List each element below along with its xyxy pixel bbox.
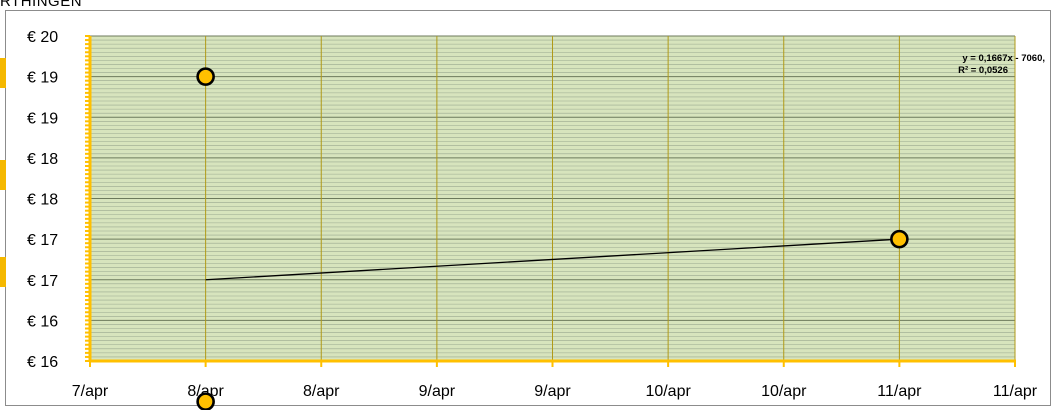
side-tab-marker	[0, 257, 6, 287]
x-tick-label: 8/apr	[187, 383, 224, 400]
x-tick-label: 7/apr	[72, 383, 109, 400]
x-tick-label: 11/apr	[877, 383, 922, 400]
y-tick-label: € 17	[27, 232, 58, 249]
data-point	[196, 67, 215, 86]
side-tab-marker	[0, 58, 6, 88]
y-tick-label: € 18	[27, 151, 58, 168]
data-point	[890, 229, 909, 249]
x-tick-label: 9/apr	[419, 383, 456, 400]
chart-title-partial: RTHINGEN	[0, 0, 83, 10]
trendline-r-squared: R² = 0,0526	[958, 65, 1008, 76]
side-tab-marker	[0, 160, 6, 190]
x-tick-label: 9/apr	[534, 383, 571, 400]
y-tick-label: € 17	[27, 273, 58, 290]
trendline-equation: y = 0,1667x - 7060, R² = 0,0526	[958, 53, 1045, 76]
axes	[85, 35, 1016, 367]
chart-frame	[5, 10, 1051, 406]
y-tick-label: € 20	[27, 29, 58, 46]
trendline	[205, 238, 900, 281]
y-tick-label: € 16	[27, 354, 58, 371]
x-tick-label: 11/apr	[993, 383, 1038, 400]
data-point	[196, 392, 215, 410]
x-tick-label: 10/apr	[645, 383, 691, 400]
y-tick-label: € 19	[27, 70, 58, 87]
x-tick-labels: 7/apr 8/apr 8/apr 9/apr 9/apr 10/apr 10/apr 11/…	[72, 383, 1038, 400]
trendline-equation-line1: y = 0,1667x - 7060,	[962, 53, 1045, 64]
y-tick-label: € 19	[27, 110, 58, 127]
y-tick-label: € 18	[27, 192, 58, 209]
y-tick-label: € 16	[27, 313, 58, 330]
x-tick-label: 8/apr	[303, 383, 340, 400]
y-tick-labels: € 16 € 16 € 17 € 17 € 18 € 18 € 19 € 19 € 20	[27, 29, 58, 371]
vertical-gridlines	[205, 36, 1016, 361]
trendline-group	[205, 238, 900, 281]
x-tick-label: 10/apr	[761, 383, 807, 400]
data-points	[196, 67, 909, 410]
